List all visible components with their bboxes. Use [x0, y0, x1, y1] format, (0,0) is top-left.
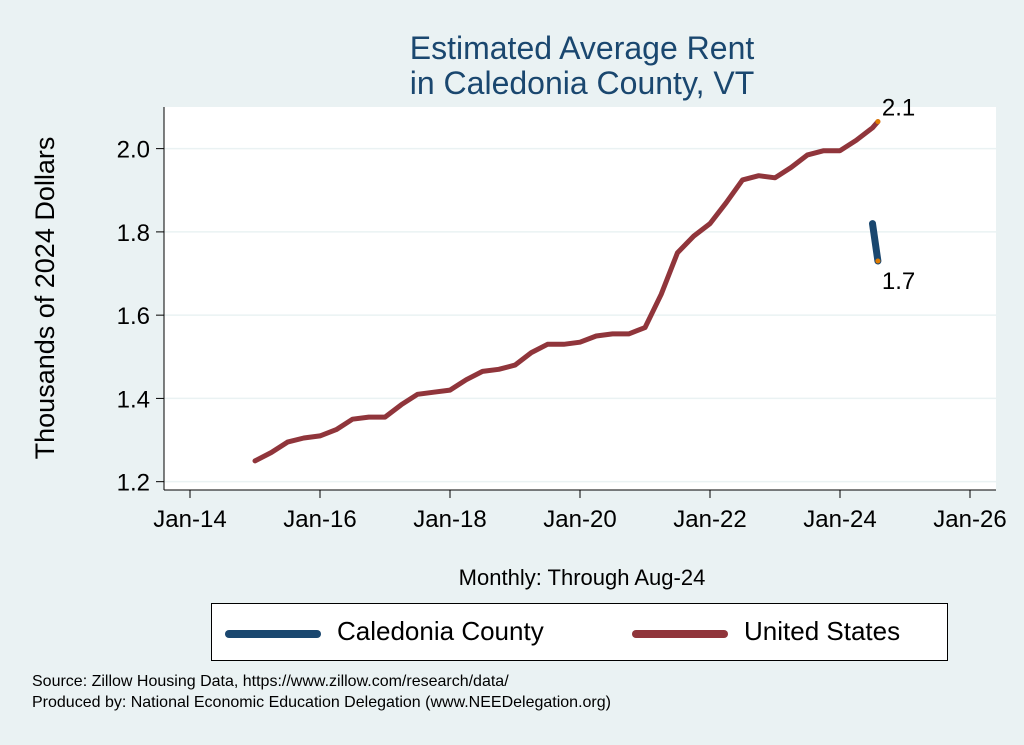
y-tick-label: 2.0 — [117, 137, 150, 164]
series-layer: 1.7 2.1 — [252, 95, 915, 464]
x-axis-ticks: Jan-14 Jan-16 Jan-18 Jan-20 Jan-22 Jan-24 Jan-… — [153, 490, 1007, 533]
y-tick-label: 1.2 — [117, 470, 150, 497]
series-line-caledonia-county — [869, 220, 882, 265]
source-note: Source: Zillow Housing Data, https://www… — [32, 673, 509, 690]
series-end-label-caledonia-county: 1.7 — [882, 268, 915, 295]
producer-note: Produced by: National Economic Education… — [32, 694, 611, 711]
y-tick-label: 1.8 — [117, 220, 150, 247]
x-tick-label: Jan-20 — [543, 506, 616, 533]
legend: Caledonia County United States — [211, 603, 948, 661]
legend-label-caledonia: Caledonia County — [337, 616, 544, 646]
plot-area — [164, 107, 996, 490]
y-axis-ticks: 1.2 1.4 1.6 1.8 2.0 — [117, 137, 164, 497]
chart-title-line-2: in Caledonia County, VT — [410, 65, 754, 101]
legend-label-us: United States — [744, 616, 901, 646]
series-end-marker-caledonia-county — [875, 258, 881, 264]
x-tick-label: Jan-18 — [413, 506, 486, 533]
gridlines — [164, 147, 996, 483]
chart-title-line-1: Estimated Average Rent — [410, 30, 755, 66]
x-tick-label: Jan-14 — [153, 506, 226, 533]
series-end-marker-united-states — [875, 119, 881, 125]
x-axis-label: Monthly: Through Aug-24 — [459, 565, 706, 590]
y-tick-label: 1.4 — [117, 386, 150, 413]
series-end-label-united-states: 2.1 — [882, 95, 915, 122]
x-tick-label: Jan-24 — [803, 506, 876, 533]
legend-swatch-caledonia — [225, 630, 321, 638]
y-axis-label: Thousands of 2024 Dollars — [30, 137, 60, 460]
x-tick-label: Jan-16 — [283, 506, 356, 533]
x-tick-label: Jan-26 — [933, 506, 1006, 533]
series-line-united-states — [252, 119, 881, 464]
y-tick-label: 1.6 — [117, 303, 150, 330]
legend-swatch-us — [632, 630, 728, 638]
x-tick-label: Jan-22 — [673, 506, 746, 533]
